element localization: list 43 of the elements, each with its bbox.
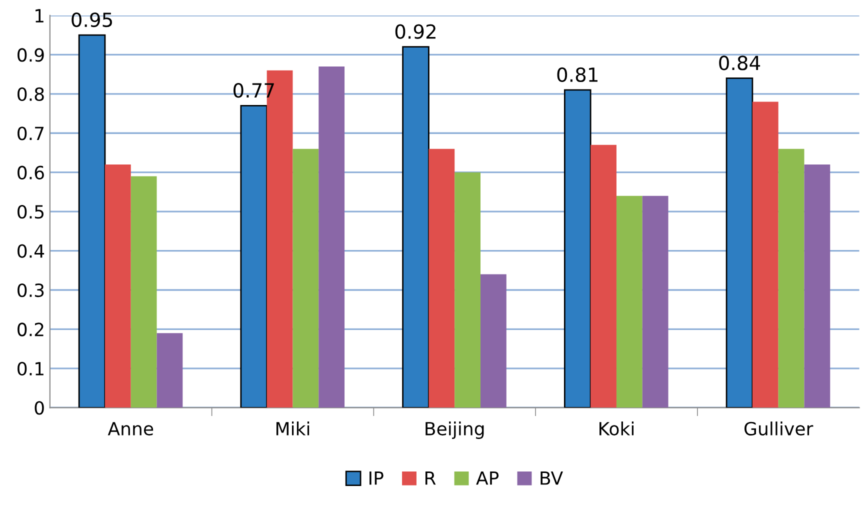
data-label: 0.84 [719,56,760,70]
y-tick-label: 0.3 [18,283,44,298]
legend-label: BV [540,472,563,485]
x-tick-label: Miki [276,422,310,436]
y-tick-label: 0.9 [18,48,44,62]
bar [428,148,455,408]
bar [78,34,106,408]
y-tick-label: 0.2 [18,322,44,336]
x-tick-label: Koki [600,422,634,436]
y-tick-label: 0.6 [18,166,44,180]
bar [752,102,778,408]
bar [616,196,642,408]
bar [726,78,754,408]
bar [778,148,804,408]
y-tick-label: 0.8 [18,87,44,102]
bar [454,172,481,408]
data-label: 0.95 [72,12,112,28]
bar [804,164,830,408]
y-tick-label: 0.4 [18,244,44,258]
x-tick-label: Gulliver [744,422,814,436]
legend-label: AP [476,472,499,485]
bar [642,196,668,408]
bar [104,164,131,408]
y-tick-label: 1 [36,9,44,22]
bar [480,274,506,408]
y-tick-label: 0.5 [18,205,44,219]
data-label: 0.81 [557,67,598,82]
y-tick-label: 0.1 [18,362,44,376]
y-tick-label: 0.7 [18,126,44,140]
bar [564,89,592,408]
x-tick-label: Anne [108,422,154,436]
legend-label: IP [370,472,384,485]
bar [292,148,319,408]
x-tick-label: Beijing [426,422,484,440]
bar [402,46,430,408]
bar [130,176,157,408]
legend-label: R [425,472,436,485]
y-tick-label: 0 [34,401,44,415]
bar [318,66,345,408]
bar [240,104,268,408]
bar [156,333,183,408]
data-label: 0.92 [395,24,436,39]
bar [590,144,616,408]
